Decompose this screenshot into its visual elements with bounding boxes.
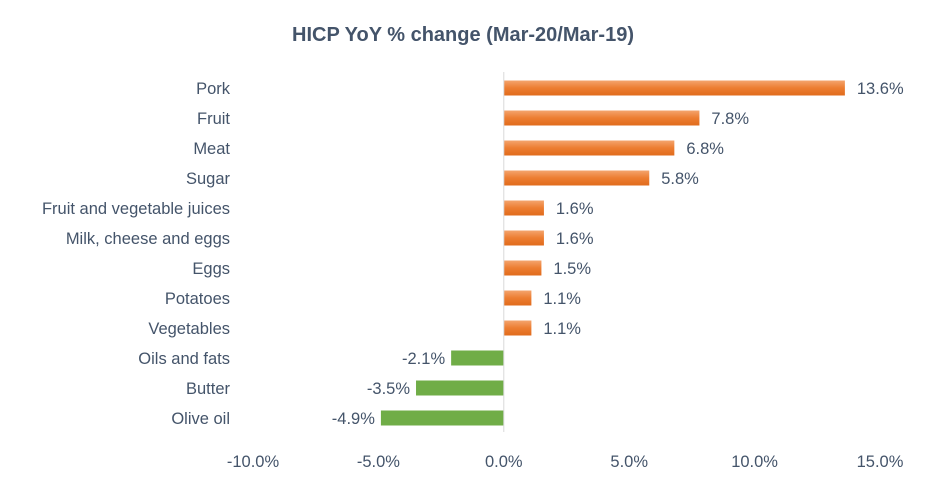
bar-vegetables	[503, 320, 532, 336]
category-label: Vegetables	[148, 320, 230, 338]
category-label: Oils and fats	[138, 350, 230, 368]
bar-milk-cheese-and-eggs	[503, 230, 544, 246]
bar-pork	[503, 80, 845, 96]
data-label: -4.9%	[332, 410, 375, 428]
data-label: -3.5%	[367, 380, 410, 398]
category-label: Meat	[193, 140, 230, 158]
bars-group	[380, 80, 845, 426]
category-label: Milk, cheese and eggs	[66, 230, 230, 248]
data-label: 1.6%	[556, 230, 594, 248]
category-label: Potatoes	[165, 290, 230, 308]
data-label: 1.6%	[556, 200, 594, 218]
data-label: 5.8%	[661, 170, 699, 188]
data-label: 13.6%	[857, 80, 904, 98]
data-label: 1.1%	[543, 320, 581, 338]
x-tick-label: -5.0%	[357, 453, 400, 471]
bar-fruit-and-vegetable-juices	[503, 200, 544, 216]
x-tick-label: 0.0%	[485, 453, 523, 471]
category-labels: Pork Fruit Meat Sugar Fruit and vegetable ju…	[42, 80, 231, 428]
bar-olive-oil	[380, 410, 504, 426]
bar-oils-and-fats	[451, 350, 504, 366]
data-label: 1.1%	[543, 290, 581, 308]
data-label: -2.1%	[402, 350, 445, 368]
category-label: Fruit	[197, 110, 230, 128]
bar-sugar	[503, 170, 650, 186]
category-label: Pork	[196, 80, 231, 98]
bar-potatoes	[503, 290, 532, 306]
data-label: 1.5%	[553, 260, 591, 278]
category-label: Butter	[186, 380, 231, 398]
bar-meat	[503, 140, 675, 156]
x-tick-label: 10.0%	[731, 453, 778, 471]
chart-title: HICP YoY % change (Mar-20/Mar-19)	[292, 24, 634, 46]
bar-eggs	[503, 260, 542, 276]
data-label: 6.8%	[686, 140, 724, 158]
category-label: Olive oil	[171, 410, 230, 428]
x-tick-label: 15.0%	[857, 453, 904, 471]
x-axis-tick-labels: -10.0% -5.0% 0.0% 5.0% 10.0% 15.0%	[227, 453, 904, 471]
category-label: Eggs	[192, 260, 230, 278]
bar-butter	[416, 380, 504, 396]
x-tick-label: 5.0%	[610, 453, 648, 471]
value-labels: 13.6% 7.8% 6.8% 5.8% 1.6% 1.6% 1.5% 1.1% 1.1% -2.…	[332, 80, 904, 428]
bar-fruit	[503, 110, 700, 126]
category-label: Sugar	[186, 170, 231, 188]
category-label: Fruit and vegetable juices	[42, 200, 230, 218]
x-tick-label: -10.0%	[227, 453, 280, 471]
data-label: 7.8%	[711, 110, 749, 128]
